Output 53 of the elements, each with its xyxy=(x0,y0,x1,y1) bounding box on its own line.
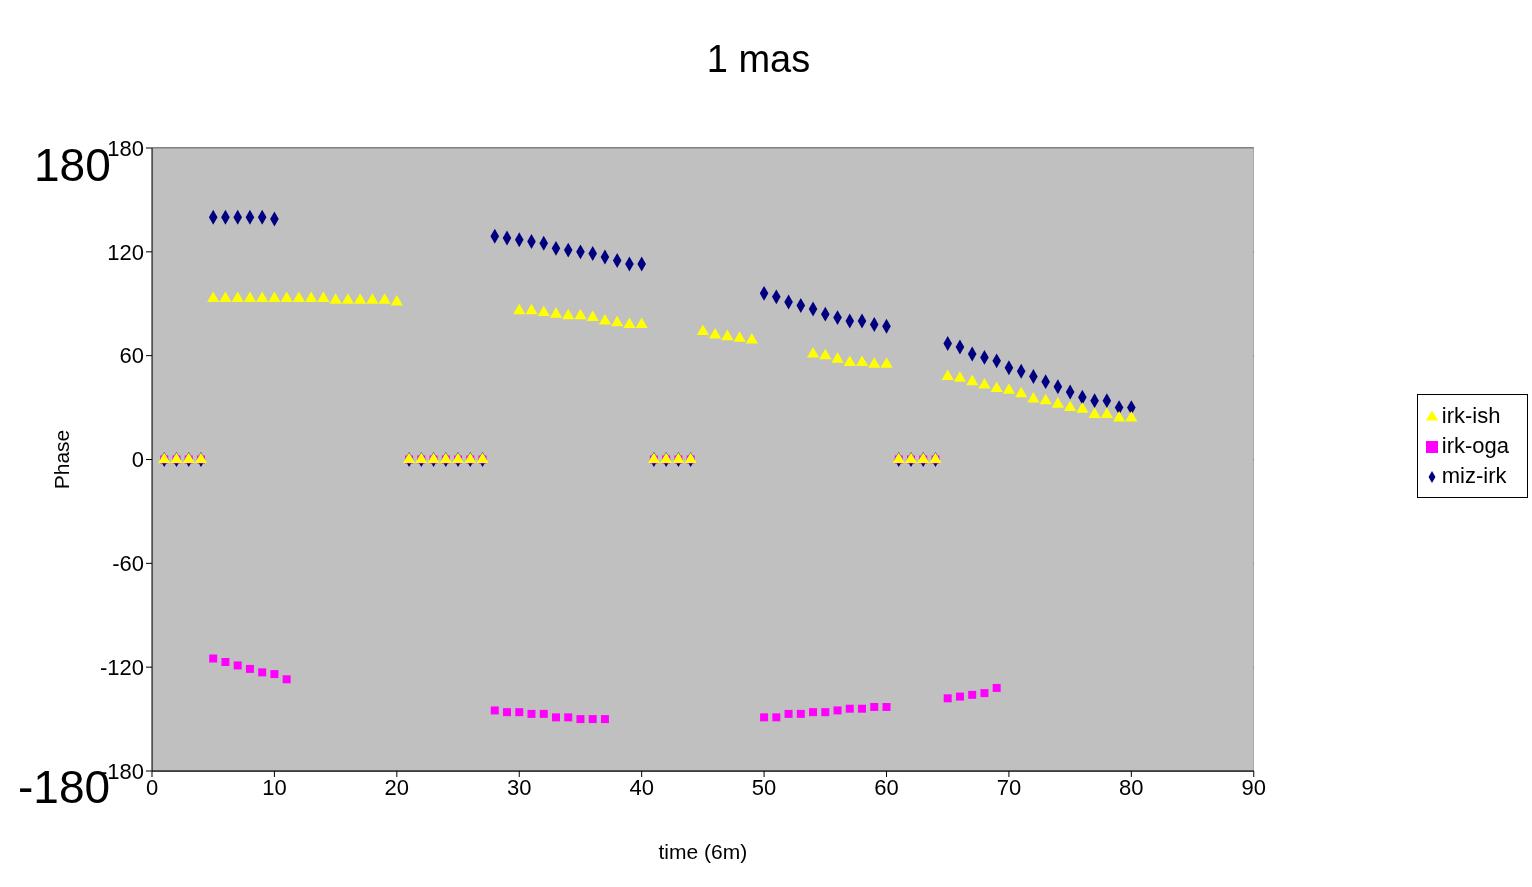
point xyxy=(539,709,548,718)
x-tick-label: 50 xyxy=(751,774,777,800)
point xyxy=(858,704,867,713)
point xyxy=(882,702,891,711)
y-axis-title: Phase xyxy=(50,429,74,490)
x-tick-label: 90 xyxy=(1241,774,1266,800)
point xyxy=(796,709,805,718)
point xyxy=(833,706,842,715)
point xyxy=(282,675,291,684)
point xyxy=(209,654,218,663)
point xyxy=(784,709,793,718)
point xyxy=(576,715,585,724)
point xyxy=(503,708,512,717)
point xyxy=(943,694,952,703)
x-tick-label: 30 xyxy=(507,774,532,800)
point xyxy=(772,713,781,722)
x-tick-label: 70 xyxy=(996,774,1022,800)
point xyxy=(245,664,254,673)
point xyxy=(760,713,769,722)
point xyxy=(564,713,573,722)
point xyxy=(490,706,499,715)
x-tick-label: 60 xyxy=(874,774,899,800)
point xyxy=(980,689,989,698)
x-tick-label: 10 xyxy=(262,774,287,800)
point xyxy=(870,702,879,711)
point xyxy=(600,715,609,724)
y-tick-label: 0 xyxy=(131,447,144,473)
legend-label: miz-irk xyxy=(1441,462,1507,488)
point xyxy=(233,661,242,670)
y-tick-label: -60 xyxy=(112,551,144,577)
y-tick-label: -120 xyxy=(99,654,144,680)
point xyxy=(221,657,230,666)
point xyxy=(551,713,560,722)
legend-label: irk-ish xyxy=(1441,402,1501,428)
point xyxy=(821,708,830,717)
x-tick-label: 80 xyxy=(1119,774,1144,800)
point xyxy=(992,683,1001,692)
point xyxy=(527,709,536,718)
point xyxy=(258,668,267,677)
point xyxy=(955,692,964,701)
y-tick-label: 60 xyxy=(119,343,144,369)
y-tick-label: 120 xyxy=(107,239,144,265)
point xyxy=(270,670,279,679)
point xyxy=(968,690,977,699)
point xyxy=(845,704,854,713)
legend-label: irk-oga xyxy=(1441,432,1509,458)
x-tick-label: 40 xyxy=(629,774,654,800)
point xyxy=(809,708,818,717)
point xyxy=(588,715,597,724)
point xyxy=(515,708,524,717)
x-tick-label: 20 xyxy=(384,774,410,800)
chart-title: 1 mas xyxy=(705,38,812,81)
x-axis-title: time (6m) xyxy=(658,840,748,863)
